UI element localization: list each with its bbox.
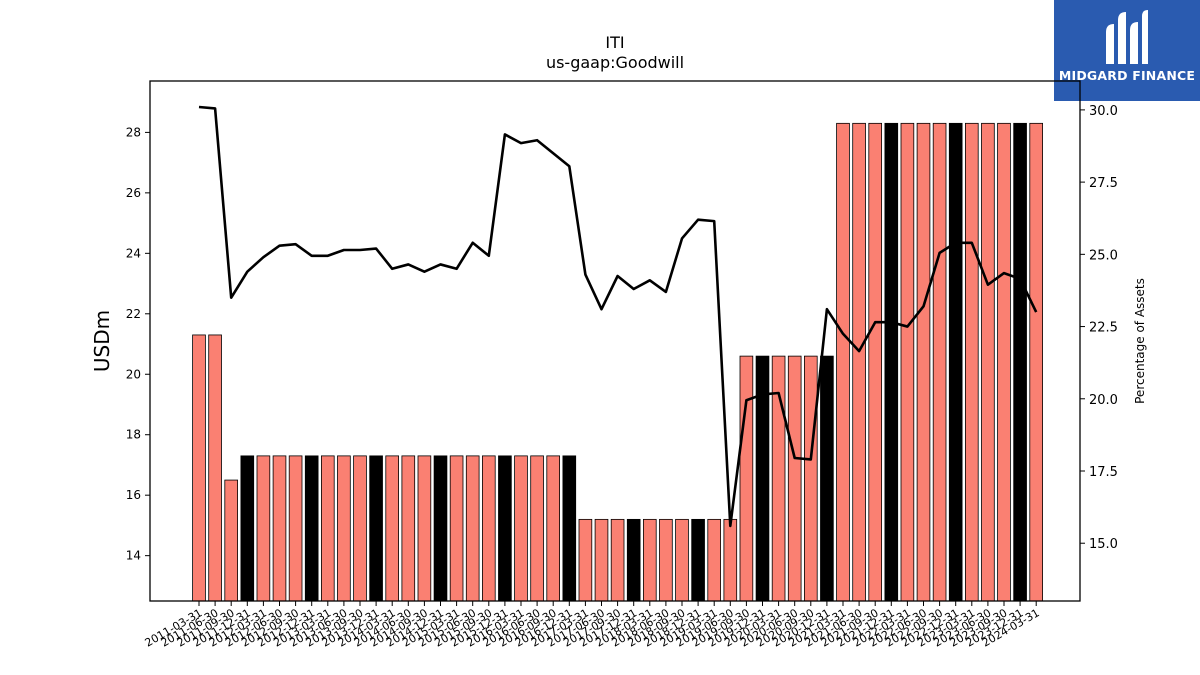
bar-2013-12-31	[369, 455, 383, 602]
bar-2021-06-30	[852, 122, 866, 602]
y-tick-label: 14	[126, 549, 141, 563]
bar-2021-12-31	[884, 122, 899, 602]
y-tick-label: 26	[126, 186, 141, 200]
bar-2015-06-30	[465, 455, 480, 602]
bar-2019-03-31	[707, 518, 721, 602]
bar-series	[192, 122, 1044, 602]
bar-2018-09-30	[675, 518, 689, 602]
bar-2020-09-30	[804, 355, 818, 602]
y-tick-label: 24	[126, 246, 141, 260]
bar-2022-12-31	[948, 122, 963, 602]
bar-2015-03-31	[449, 455, 464, 602]
bar-2019-06-30	[723, 518, 738, 602]
bar-2023-09-30	[997, 122, 1011, 602]
bar-2015-12-31	[498, 455, 512, 602]
y2-tick-label: 25.0	[1089, 248, 1118, 263]
y2-tick-label: 27.5	[1089, 176, 1118, 191]
bar-2018-03-31	[643, 518, 657, 602]
bar-2016-12-31	[562, 455, 577, 602]
bar-2021-03-31	[836, 122, 850, 602]
y2-axis-label: Percentage of Assets	[1133, 278, 1147, 404]
midgard-logo-mark-icon	[1106, 10, 1148, 64]
y2-tick-label: 17.5	[1089, 465, 1118, 480]
y-tick-label: 20	[126, 367, 141, 381]
bar-2011-09-30	[224, 479, 239, 602]
bar-2011-03-31	[192, 334, 206, 602]
percentage-line	[198, 105, 1038, 528]
bar-2021-09-30	[868, 122, 882, 602]
bar-2018-06-30	[659, 518, 673, 602]
bar-2011-06-30	[208, 334, 222, 602]
bar-2012-06-30	[272, 455, 287, 602]
x-axis: 2011-03-312011-06-302011-09-302011-12-31…	[143, 601, 1042, 650]
bar-2014-12-31	[433, 455, 448, 602]
bar-2020-12-31	[820, 355, 834, 602]
bar-2013-06-30	[337, 455, 351, 602]
bar-2023-12-31	[1013, 122, 1027, 602]
bar-2014-03-31	[385, 455, 399, 602]
line-series	[198, 105, 1038, 528]
chart-subtitle: us-gaap:Goodwill	[546, 53, 684, 72]
bar-2011-12-31	[240, 455, 255, 602]
midgard-finance-logo: MIDGARD FINANCE	[1054, 0, 1200, 101]
bar-2013-03-31	[320, 455, 335, 602]
bar-2017-09-30	[610, 518, 625, 602]
bar-2012-03-31	[256, 455, 271, 602]
y-tick-label: 16	[126, 488, 141, 502]
bar-2014-06-30	[401, 455, 416, 602]
bar-2017-03-31	[578, 518, 593, 602]
y2-tick-label: 22.5	[1089, 321, 1118, 336]
bar-2017-12-31	[626, 518, 641, 602]
bar-2012-12-31	[304, 455, 319, 602]
bar-2022-09-30	[932, 122, 947, 602]
y-tick-label: 22	[126, 307, 141, 321]
y-axis-label: USDm	[90, 310, 114, 372]
right-axis: 15.0 17.5 20.0 22.5 25.0 27.5 30.0	[1080, 104, 1118, 552]
bar-2017-06-30	[594, 518, 609, 602]
bar-2022-03-31	[900, 122, 915, 602]
bar-2022-06-30	[916, 122, 931, 602]
chart-title: ITI	[605, 33, 624, 52]
bar-2013-09-30	[353, 455, 367, 602]
bar-2012-09-30	[288, 455, 303, 602]
bar-2023-03-31	[965, 122, 979, 602]
y2-tick-label: 20.0	[1089, 393, 1118, 408]
bar-2019-09-30	[739, 355, 754, 602]
bar-2020-06-30	[787, 355, 802, 602]
bar-2016-09-30	[546, 455, 560, 602]
plot-frame	[149, 80, 1081, 602]
left-axis: 14 16 18 20 22 24 26 28	[126, 125, 150, 563]
y2-tick-label: 15.0	[1089, 537, 1118, 552]
bar-2024-03-31	[1029, 122, 1044, 602]
y-tick-label: 28	[126, 125, 141, 139]
bar-2016-03-31	[514, 455, 528, 602]
logo-wordmark: MIDGARD FINANCE	[1058, 68, 1196, 83]
bar-2018-12-31	[691, 518, 705, 602]
y2-tick-label: 30.0	[1089, 104, 1118, 119]
bar-2016-06-30	[530, 455, 544, 602]
y-tick-label: 18	[126, 428, 141, 442]
bar-2015-09-30	[481, 455, 496, 602]
bar-2014-09-30	[417, 455, 432, 602]
bar-2023-06-30	[981, 122, 995, 602]
